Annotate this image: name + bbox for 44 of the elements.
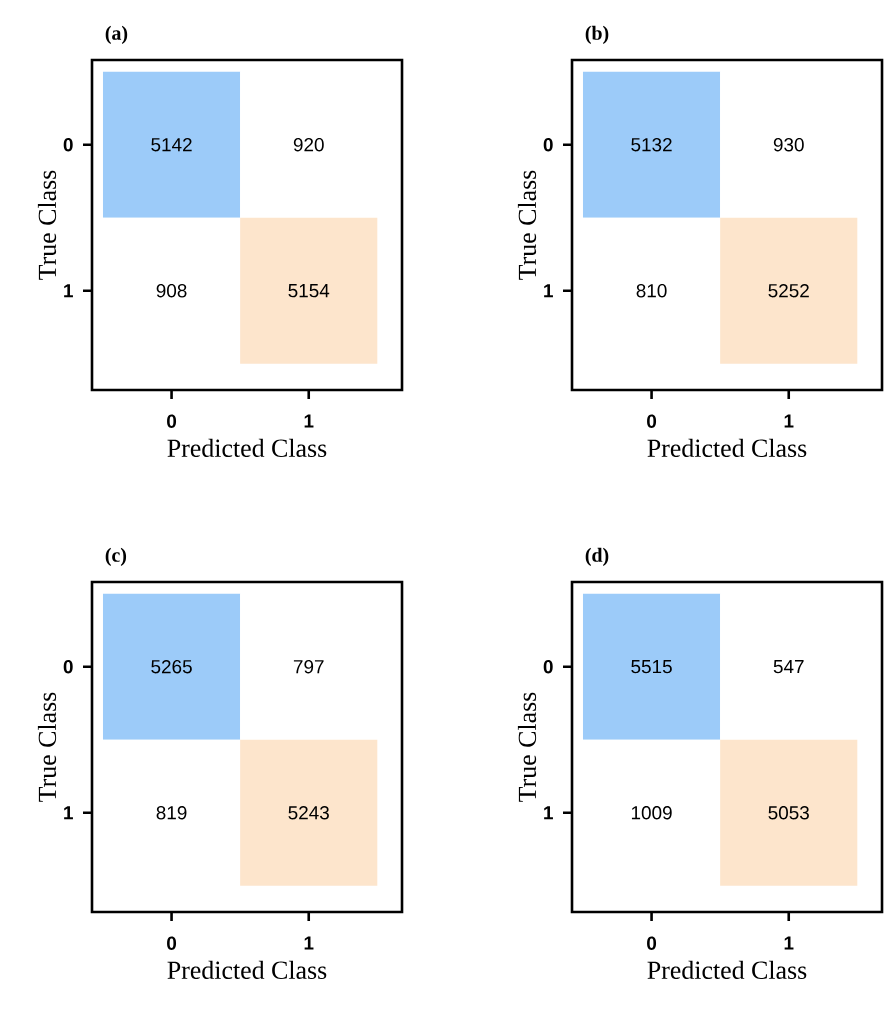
y-tick-label: 1 (544, 806, 553, 820)
data-label: 908 (156, 284, 187, 298)
data-label: 5243 (288, 806, 329, 820)
x-tick-label: 0 (167, 936, 177, 950)
data-label: 547 (773, 660, 804, 674)
data-label: 5132 (631, 138, 672, 152)
data-label: 5265 (151, 660, 192, 674)
data-label: 5142 (151, 138, 192, 152)
y-axis-title: True Class (517, 692, 537, 802)
x-axis-title: Predicted Class (647, 438, 807, 457)
data-label: 5053 (768, 806, 809, 820)
chart-title: (c) (105, 547, 127, 566)
x-axis-title: Predicted Class (167, 960, 327, 979)
data-label: 797 (293, 660, 324, 674)
data-label: 5515 (631, 660, 672, 674)
y-tick-label: 0 (543, 138, 553, 152)
data-label: 930 (773, 138, 804, 152)
y-tick-label: 1 (64, 284, 73, 298)
data-label: 5252 (768, 284, 809, 298)
x-tick-label: 1 (784, 936, 794, 950)
data-label: 920 (293, 138, 324, 152)
y-axis-title: True Class (37, 170, 57, 280)
data-label: 810 (636, 284, 667, 298)
data-label: 1009 (631, 806, 672, 820)
y-axis-title: True Class (517, 170, 537, 280)
y-tick-label: 0 (63, 138, 73, 152)
x-tick-label: 0 (647, 414, 657, 428)
x-axis-title: Predicted Class (647, 960, 807, 979)
data-label: 819 (156, 806, 187, 820)
y-tick-label: 1 (544, 284, 553, 298)
chart-title: (b) (585, 25, 609, 44)
x-tick-label: 1 (304, 414, 314, 428)
chart-title: (d) (585, 547, 609, 566)
chart-title: (a) (105, 25, 128, 44)
x-tick-label: 0 (647, 936, 657, 950)
x-tick-label: 1 (304, 936, 314, 950)
y-axis-title: True Class (37, 692, 57, 802)
x-tick-label: 0 (167, 414, 177, 428)
y-tick-label: 1 (64, 806, 73, 820)
data-label: 5154 (288, 284, 330, 298)
y-tick-label: 0 (543, 660, 553, 674)
y-tick-label: 0 (63, 660, 73, 674)
x-tick-label: 1 (784, 414, 794, 428)
x-axis-title: Predicted Class (167, 438, 327, 457)
